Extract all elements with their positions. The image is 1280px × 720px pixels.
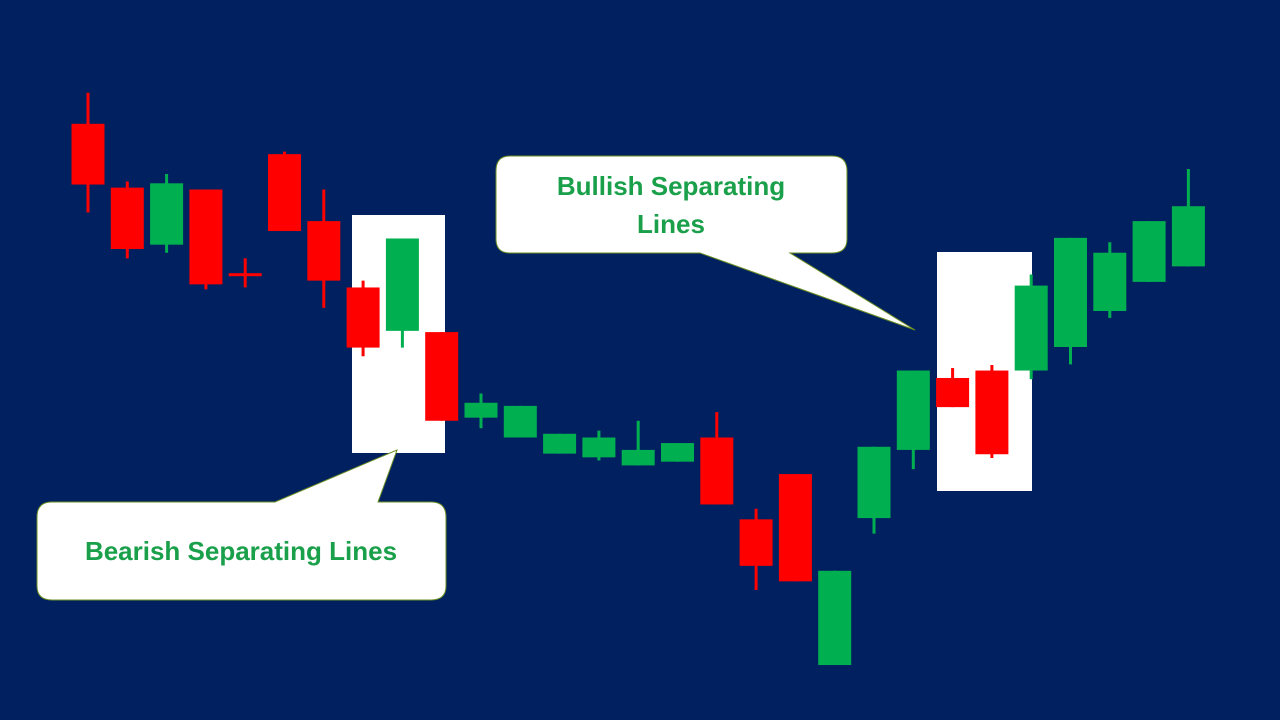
candle-bull [385, 238, 419, 348]
candle-body [778, 474, 812, 582]
candle-body [346, 287, 380, 348]
candle-body [543, 433, 577, 454]
candle-bear [739, 508, 773, 591]
candle-bear [700, 412, 734, 505]
candle-body [268, 154, 301, 232]
candle-bear [189, 189, 223, 290]
candle-bear [346, 280, 380, 357]
candle-bull [621, 420, 655, 466]
candle-bull [818, 570, 852, 666]
candle-body [818, 570, 852, 666]
candle-bull [582, 430, 616, 461]
candle-body [936, 377, 970, 408]
candle-body [150, 183, 184, 245]
candle-bull [857, 446, 891, 534]
candle-bull [1132, 221, 1166, 282]
candle-bull [1171, 169, 1205, 267]
candle-bear [228, 258, 262, 288]
candle-body [110, 187, 144, 250]
candle-body [661, 443, 694, 462]
candle-body [1014, 285, 1048, 371]
candle-body [857, 446, 891, 519]
candle-body [1093, 252, 1127, 312]
candle-body [307, 221, 341, 281]
bullish-callout-line2: Lines [637, 209, 705, 239]
candle-body [582, 437, 616, 458]
bearish-callout: Bearish Separating Lines [36, 449, 447, 601]
candle-bear [425, 332, 459, 421]
candle-body [1054, 237, 1087, 347]
candle-body [464, 402, 498, 418]
candle-body [385, 238, 419, 331]
candle-bull [150, 174, 184, 253]
candle-body [71, 123, 105, 185]
candle-body [228, 273, 262, 277]
bearish-callout-bubble [36, 449, 447, 601]
candle-bear [307, 189, 341, 308]
candle-bull [1014, 274, 1048, 380]
candle-bear [110, 181, 144, 259]
candle-body [503, 405, 537, 438]
candle-bear [936, 368, 970, 408]
candle-body [896, 370, 930, 450]
candle-bull [1054, 237, 1087, 365]
bullish-callout: Bullish Separating Lines [495, 155, 916, 331]
candle-bull [661, 443, 694, 462]
candle-body [1171, 206, 1205, 267]
candle-bear [268, 151, 301, 232]
candle-bear [71, 92, 105, 213]
candle-body [700, 437, 734, 505]
candle-body [189, 189, 223, 285]
bearish-callout-label: Bearish Separating Lines [85, 536, 397, 566]
candles-group [71, 92, 1205, 666]
candle-body [975, 370, 1009, 455]
candle-bear [778, 474, 812, 582]
bullish-callout-bubble [495, 155, 916, 331]
candle-bull [543, 433, 577, 454]
candle-bull [1093, 242, 1127, 318]
candle-body [739, 519, 773, 566]
candle-body [425, 332, 459, 421]
candle-body [621, 449, 655, 466]
candle-bear [975, 364, 1009, 458]
candle-body [1132, 221, 1166, 282]
candle-bull [896, 370, 930, 470]
bullish-callout-line1: Bullish Separating [557, 171, 785, 201]
candle-bull [503, 405, 537, 438]
candle-bull [464, 393, 498, 429]
